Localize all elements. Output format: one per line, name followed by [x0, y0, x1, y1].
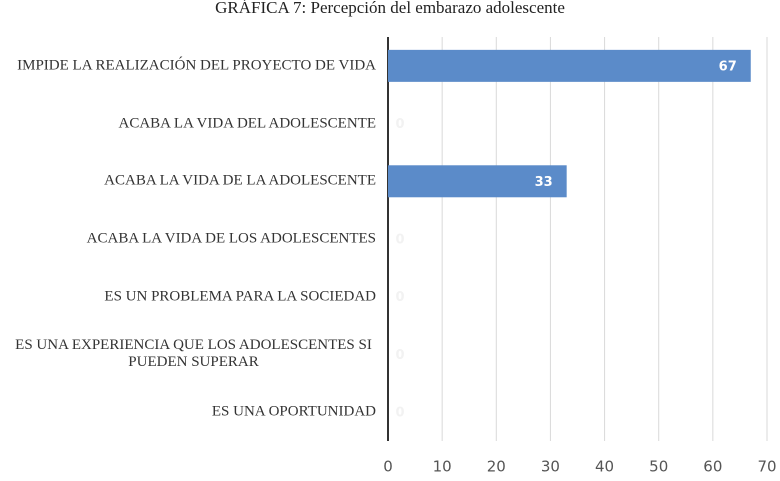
data-label: 0: [395, 290, 404, 305]
data-label: 0: [395, 406, 404, 421]
x-tick-label: 20: [487, 458, 506, 476]
y-tick-label: ES UN PROBLEMA PARA LA SOCIEDAD: [104, 288, 376, 305]
y-tick-label: ACABA LA VIDA DEL ADOLESCENTE: [118, 115, 376, 132]
x-tick-label: 50: [649, 458, 668, 476]
data-label: 0: [395, 117, 404, 132]
x-tick-label: 10: [433, 458, 452, 476]
data-label: 33: [535, 175, 553, 190]
x-tick-label: 60: [703, 458, 722, 476]
x-tick-label: 40: [595, 458, 614, 476]
data-label: 67: [719, 59, 737, 74]
bar: [388, 49, 751, 82]
data-label: 0: [395, 348, 404, 363]
y-tick-label: ES UNA OPORTUNIDAD: [211, 403, 376, 420]
y-tick-label: ACABA LA VIDA DE LA ADOLESCENTE: [104, 172, 376, 189]
x-tick-label: 0: [383, 458, 393, 476]
bar: [388, 165, 567, 198]
y-tick-label: ES UNA EXPERIENCIA QUE LOS ADOLESCENTES …: [15, 337, 372, 371]
chart-title: GRÁFICA 7: Percepción del embarazo adole…: [215, 0, 565, 17]
y-tick-label: ACABA LA VIDA DE LOS ADOLESCENTES: [86, 230, 376, 247]
data-label: 0: [395, 233, 404, 248]
x-tick-label: 30: [541, 458, 560, 476]
y-tick-label: IMPIDE LA REALIZACIÓN DEL PROYECTO DE VI…: [17, 57, 376, 74]
x-tick-label: 70: [757, 458, 776, 476]
